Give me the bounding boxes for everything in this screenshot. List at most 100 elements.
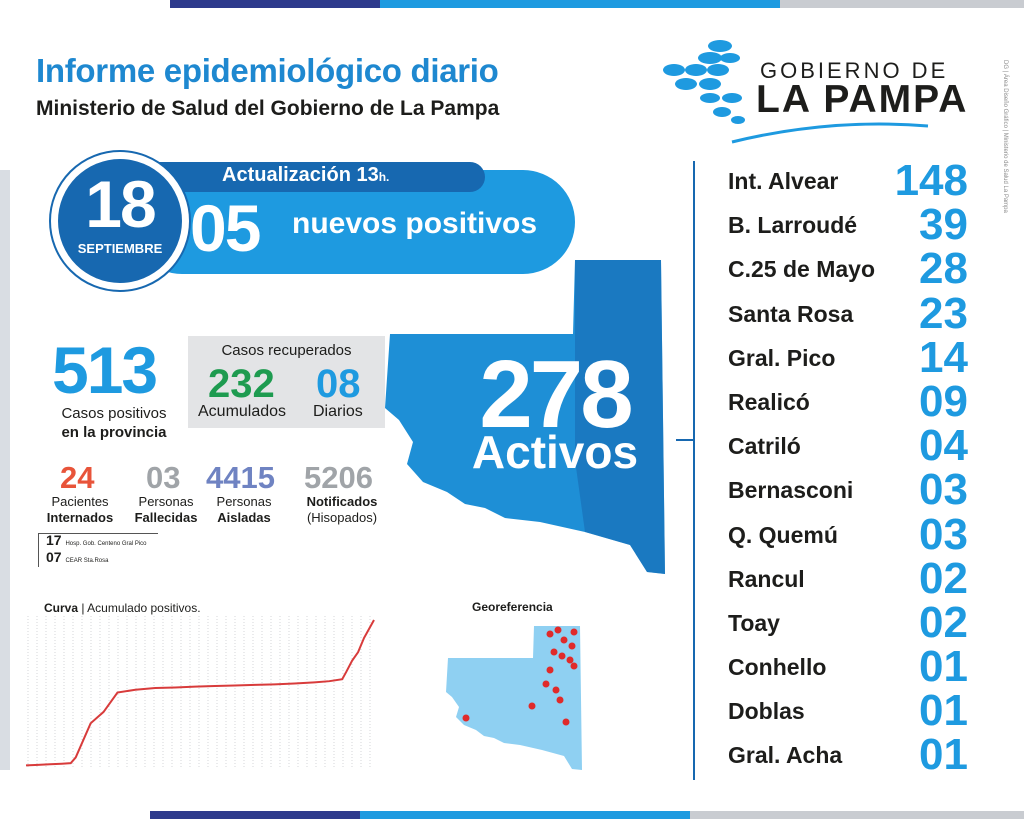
notified-label: Notificados (Hisopados) [296,494,388,526]
update-time: Actualización 13h. [222,164,389,187]
hospital-bracket [38,533,158,567]
curve-title-rest: | Acumulado positivos. [78,601,201,615]
case-dot [554,626,562,634]
town-count: 39 [919,200,968,250]
case-dot [552,686,560,694]
recovered-box [188,336,385,428]
deceased-label-line1: Personas [138,494,194,509]
geo-title: Georeferencia [472,600,553,614]
hospital-item: 17 Hosp. Gob. Centeno Gral Pico [46,532,147,548]
province-map [385,260,665,574]
list-item: Gral. Acha 01 [728,730,968,779]
town-name: Int. Alvear [728,168,839,194]
deceased-label-line2: Fallecidas [134,510,198,525]
update-suffix: h. [378,170,390,184]
town-name: Conhello [728,654,827,681]
left-side-bar [0,170,10,770]
case-dot [528,702,536,710]
town-count: 03 [919,465,968,515]
update-label: Actualización 13 [222,164,379,186]
curve-title: Curva | Acumulado positivos. [44,601,201,615]
recovered-accumulated-label: Acumulados [198,403,287,420]
case-dot [546,630,554,638]
geo-map [446,626,582,770]
recovered-daily: 08 [316,362,361,406]
date-day: 18 [85,167,156,241]
list-divider [693,161,695,780]
case-dot [560,636,568,644]
case-dot [568,642,576,650]
list-item: Rancul 02 [728,554,968,603]
curve-chart [25,616,375,768]
deceased-count: 03 [146,460,181,495]
town-name: Catriló [728,433,801,460]
town-count: 09 [919,376,968,426]
list-item: Santa Rosa 23 [728,289,968,338]
case-dot [570,662,578,670]
date-month: SEPTIEMBRE [77,241,163,256]
logo-line-1: GOBIERNO DE [760,58,949,83]
notified-label-line2: (Hisopados) [306,510,378,525]
list-item: C.25 de Mayo 28 [728,244,968,293]
town-name: Doblas [728,698,805,725]
curve-line [25,619,375,767]
recovered-daily-label: Diarios [313,403,363,420]
recovered-accumulated: 232 [208,362,275,406]
town-count: 04 [919,421,968,471]
case-dot [550,648,558,656]
hospital-name: Hosp. Gob. Centeno Gral Pico [65,541,147,547]
town-name: Realicó [728,388,810,415]
logo-swoosh [731,122,929,144]
hospitalized-label: Pacientes Internados [42,494,118,526]
top-stripe-light [380,0,780,8]
town-name: Gral. Pico [728,344,836,371]
notified-label-line1: Notificados [306,494,378,509]
positives-label: Casos positivos en la provincia [40,404,188,442]
town-name: Q. Quemú [728,521,838,548]
hospital-name: CEAR Sta.Rosa [65,558,109,564]
town-count: 01 [919,730,968,780]
town-count: 23 [919,288,968,338]
list-item: B. Larroudé 39 [728,200,968,249]
town-name: Toay [728,609,780,636]
case-dot [566,656,574,664]
bottom-stripe-light [360,811,690,819]
hospital-count: 07 [46,549,62,565]
date-badge [58,159,182,283]
top-stripe-grey [780,0,1024,8]
deceased-label: Personas Fallecidas [128,494,204,526]
page-subtitle: Ministerio de Salud del Gobierno de La P… [36,97,500,120]
hospitalized-label-line1: Pacientes [51,494,109,509]
positives-label-line2: en la provincia [61,424,167,441]
curve-title-bold: Curva [44,601,79,615]
case-dot [462,714,470,722]
design-credit: DG | Área Diseño Gráfico | Ministerio de… [1002,60,1008,213]
list-item: Catriló 04 [728,421,968,470]
hospitalized-label-line2: Internados [46,510,114,525]
pills-map-icon [663,40,745,124]
hospital-count: 17 [46,532,62,548]
list-item: Int. Alvear 148 [728,156,968,205]
towns-list: Int. Alvear 148 B. Larroudé 39 C.25 de Mayo 2… [728,156,968,779]
isolated-label-line2: Aisladas [217,510,271,525]
list-item: Realicó 09 [728,377,968,426]
case-dot [570,628,578,636]
bottom-stripe-dark [150,811,360,819]
logo-line-2: LA PAMPA [756,78,969,121]
hospitalized-count: 24 [60,460,95,495]
page-title: Informe epidemiológico diario [36,52,499,89]
positives-count: 513 [52,333,158,407]
town-count: 01 [919,686,968,736]
recovered-title: Casos recuperados [221,342,352,359]
new-positives-label: nuevos positivos [292,207,538,240]
case-dot [556,696,564,704]
isolated-label: Personas Aisladas [206,494,282,526]
town-name: Santa Rosa [728,300,854,327]
town-name: Gral. Acha [728,742,843,769]
list-item: Doblas 01 [728,686,968,735]
town-count: 01 [919,642,968,692]
town-count: 148 [894,156,968,205]
new-positives-count: 05 [190,191,261,265]
case-dot [562,718,570,726]
list-item: Conhello 01 [728,642,968,691]
